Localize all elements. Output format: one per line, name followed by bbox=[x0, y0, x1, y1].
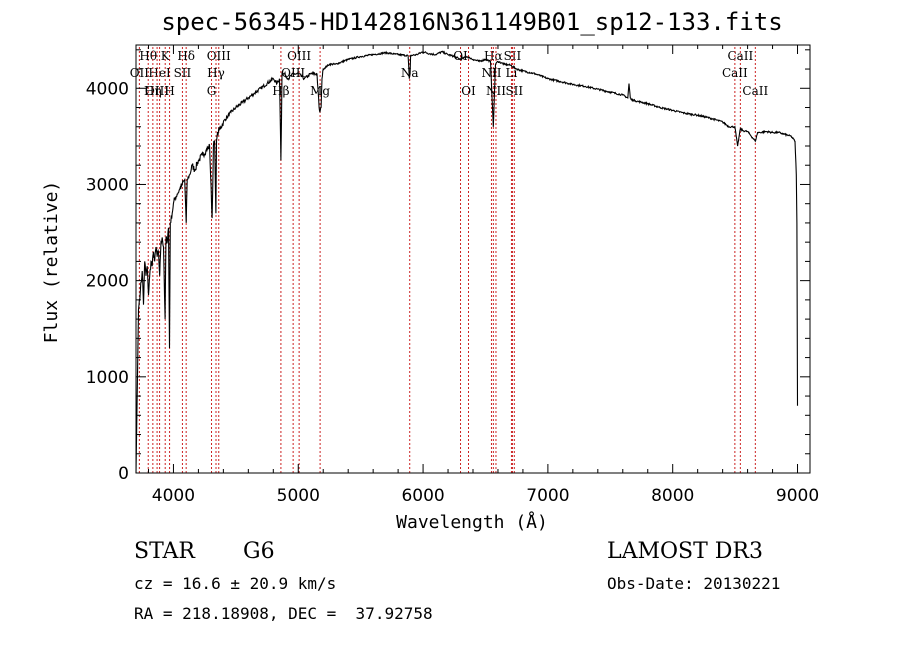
y-tick-label: 4000 bbox=[86, 79, 129, 99]
line-marker-label: Hδ bbox=[177, 49, 195, 63]
line-marker-label: CaII bbox=[742, 84, 768, 98]
line-marker-label: Mg bbox=[310, 84, 330, 98]
line-marker-label: Hη bbox=[144, 84, 162, 98]
line-marker-label: CaII bbox=[722, 66, 748, 80]
chart-title: spec-56345-HD142816N361149B01_sp12-133.f… bbox=[161, 8, 782, 36]
coordinates: RA = 218.18908, DEC = 37.92758 bbox=[134, 604, 433, 623]
line-marker-label: Hγ bbox=[207, 66, 225, 80]
line-marker-label: SII bbox=[174, 66, 192, 80]
line-marker-label: OIII bbox=[281, 66, 305, 80]
line-marker-label: Hβ bbox=[272, 84, 289, 98]
obs-date: Obs-Date: 20130221 bbox=[607, 574, 781, 593]
line-marker-label: NII bbox=[481, 66, 501, 80]
y-tick-label: 1000 bbox=[86, 368, 129, 388]
y-axis: 0 1000 2000 3000 4000 bbox=[86, 49, 810, 484]
x-tick-label: 5000 bbox=[277, 486, 320, 506]
x-tick-label: 6000 bbox=[401, 486, 444, 506]
line-marker-label: SII bbox=[504, 49, 522, 63]
line-marker-label: Hθ bbox=[139, 49, 157, 63]
line-marker-label: SII bbox=[505, 84, 523, 98]
redshift-cz: cz = 16.6 ± 20.9 km/s bbox=[134, 574, 337, 593]
line-marker-label: OI bbox=[453, 49, 468, 63]
y-tick-label: 2000 bbox=[86, 272, 129, 292]
plot-frame bbox=[135, 44, 811, 474]
y-axis-label: Flux (relative) bbox=[41, 181, 62, 344]
series-layer bbox=[135, 50, 799, 474]
line-marker-label: CaII bbox=[727, 49, 753, 63]
y-tick-label: 3000 bbox=[86, 175, 129, 195]
y-tick-label: 0 bbox=[118, 464, 129, 484]
line-marker-label: G bbox=[207, 84, 217, 98]
x-axis: 4000 5000 6000 7000 8000 9000 bbox=[147, 45, 819, 506]
line-marker-label: OII bbox=[130, 66, 150, 80]
x-tick-label: 8000 bbox=[651, 486, 694, 506]
line-marker-label: OIII bbox=[207, 49, 231, 63]
x-axis-label: Wavelength (Å) bbox=[396, 511, 548, 533]
line-marker-label: H bbox=[164, 84, 174, 98]
line-marker-label: K bbox=[161, 49, 171, 63]
object-class: STAR bbox=[134, 539, 195, 564]
spectrum-line bbox=[135, 50, 799, 474]
x-tick-label: 9000 bbox=[776, 486, 819, 506]
line-marker-label: OIII bbox=[287, 49, 311, 63]
line-marker-label: HeI bbox=[148, 66, 171, 80]
survey-name: LAMOST DR3 bbox=[607, 539, 763, 564]
line-marker-label: OI bbox=[461, 84, 476, 98]
line-marker-label: Li bbox=[506, 66, 518, 80]
line-marker-label: OIII bbox=[145, 84, 169, 98]
x-tick-label: 7000 bbox=[526, 486, 569, 506]
object-subclass: G6 bbox=[243, 539, 275, 564]
line-marker-label: NII bbox=[486, 84, 506, 98]
line-marker-label: Hα bbox=[484, 49, 503, 63]
x-tick-label: 4000 bbox=[152, 486, 195, 506]
